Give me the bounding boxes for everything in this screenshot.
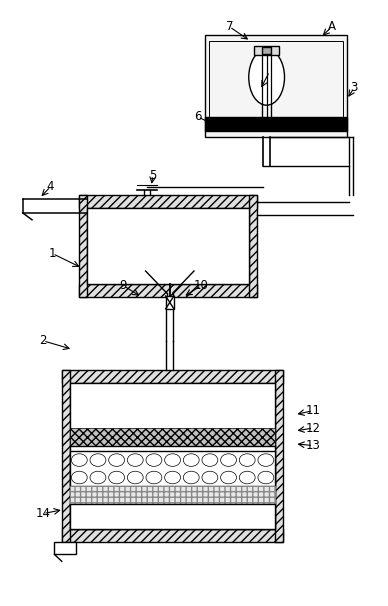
Bar	[70, 383, 275, 528]
Text: 10: 10	[194, 279, 209, 292]
Bar	[78, 195, 87, 297]
Bar	[166, 296, 174, 309]
Text: 9: 9	[120, 279, 127, 292]
Bar	[205, 117, 347, 132]
Text: 13: 13	[306, 439, 320, 452]
Ellipse shape	[71, 471, 87, 484]
Ellipse shape	[109, 471, 125, 484]
Text: A: A	[328, 20, 336, 33]
Bar	[275, 370, 283, 542]
Ellipse shape	[258, 454, 274, 467]
Bar	[78, 284, 257, 297]
Ellipse shape	[127, 454, 143, 467]
Ellipse shape	[90, 454, 106, 467]
Ellipse shape	[183, 454, 199, 467]
Bar	[254, 46, 279, 55]
Ellipse shape	[221, 454, 236, 467]
Ellipse shape	[146, 454, 162, 467]
Bar	[70, 451, 275, 486]
Bar	[78, 195, 257, 208]
Circle shape	[249, 49, 284, 105]
Ellipse shape	[90, 471, 106, 484]
Ellipse shape	[202, 454, 218, 467]
Text: 5: 5	[149, 168, 157, 182]
Ellipse shape	[239, 471, 255, 484]
Text: 14: 14	[36, 507, 51, 520]
Bar	[262, 47, 271, 54]
Bar	[62, 528, 283, 542]
Bar	[54, 542, 76, 554]
Bar	[205, 35, 347, 137]
Bar	[87, 208, 249, 284]
Ellipse shape	[183, 471, 199, 484]
Ellipse shape	[239, 454, 255, 467]
Ellipse shape	[258, 471, 274, 484]
Bar	[62, 370, 283, 383]
Ellipse shape	[165, 454, 180, 467]
Bar	[62, 370, 70, 542]
Ellipse shape	[221, 471, 236, 484]
Bar	[70, 504, 275, 528]
Text: 2: 2	[40, 335, 47, 347]
Text: 3: 3	[350, 81, 358, 95]
Ellipse shape	[71, 454, 87, 467]
Text: 6: 6	[194, 110, 201, 124]
Text: 7: 7	[226, 20, 233, 33]
Bar	[70, 428, 275, 445]
Bar	[209, 41, 343, 132]
Text: 11: 11	[306, 404, 321, 417]
Bar	[70, 486, 275, 504]
Ellipse shape	[202, 471, 218, 484]
Ellipse shape	[146, 471, 162, 484]
Text: 1: 1	[49, 247, 56, 260]
Text: 4: 4	[47, 180, 54, 193]
Bar	[249, 195, 257, 297]
Ellipse shape	[165, 471, 180, 484]
Ellipse shape	[127, 471, 143, 484]
Ellipse shape	[109, 454, 125, 467]
Text: 12: 12	[306, 422, 321, 435]
